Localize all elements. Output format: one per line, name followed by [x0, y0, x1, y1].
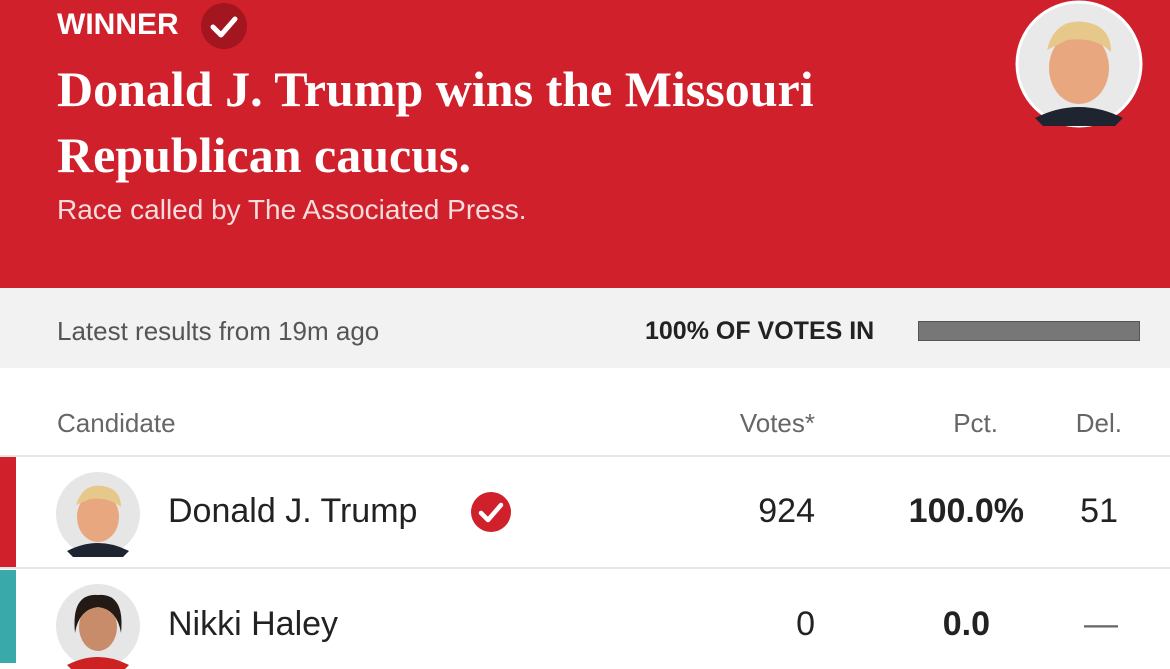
percent: 0.0 [942, 605, 990, 643]
headline: Donald J. Trump wins the Missouri Republ… [57, 61, 814, 183]
party-stripe [0, 570, 16, 663]
winner-banner [0, 0, 1170, 288]
row-divider [0, 455, 1170, 457]
winner-label: WINNER [57, 8, 179, 41]
delegates: 51 [1080, 492, 1118, 530]
candidate-name: Nikki Haley [168, 605, 339, 643]
update-time: Latest results from 19m ago [57, 316, 380, 346]
votes: 924 [758, 492, 815, 530]
race-call-note: Race called by The Associated Press. [57, 194, 527, 225]
winner-check [201, 3, 247, 49]
reporting-bar [918, 321, 1140, 341]
percent: 100.0% [908, 492, 1024, 530]
column-header: Candidate [57, 408, 176, 438]
candidate-name: Donald J. Trump [168, 492, 418, 530]
winner-photo [1015, 0, 1143, 128]
party-stripe [0, 457, 16, 567]
candidate-photo [56, 584, 140, 669]
column-header: Pct. [953, 408, 998, 438]
row-divider [0, 567, 1170, 569]
delegates: — [1084, 605, 1118, 643]
winner-check [471, 492, 511, 532]
column-header: Del. [1075, 408, 1122, 438]
votes: 0 [796, 605, 815, 643]
column-header: Votes* [739, 408, 815, 438]
reporting-label: 100% OF VOTES IN [645, 317, 875, 345]
candidate-photo [56, 472, 140, 557]
